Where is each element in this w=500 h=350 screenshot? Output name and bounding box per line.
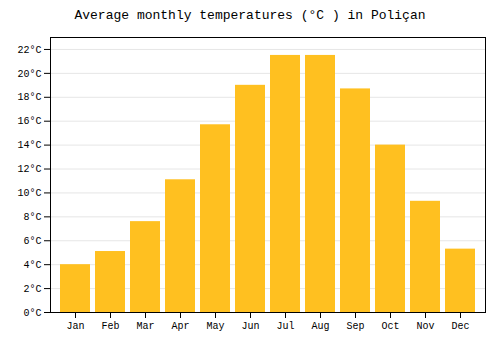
svg-text:May: May [206,321,224,332]
svg-text:20°C: 20°C [17,69,41,80]
svg-text:0°C: 0°C [23,308,41,319]
svg-text:Feb: Feb [101,321,119,332]
svg-text:Aug: Aug [311,321,329,332]
svg-text:12°C: 12°C [17,164,41,175]
svg-text:16°C: 16°C [17,116,41,127]
svg-text:22°C: 22°C [17,45,41,56]
svg-text:2°C: 2°C [23,284,41,295]
svg-text:4°C: 4°C [23,260,41,271]
svg-text:8°C: 8°C [23,212,41,223]
svg-text:Nov: Nov [416,321,434,332]
svg-text:Mar: Mar [136,321,154,332]
svg-text:Dec: Dec [451,321,469,332]
svg-text:Apr: Apr [171,321,189,332]
svg-text:Sep: Sep [346,321,364,332]
html-text:Average monthly temperatures (: Average monthly temperatures (°C ) in Po… [74,8,426,23]
svg-text:Oct: Oct [381,321,399,332]
svg-text:10°C: 10°C [17,188,41,199]
svg-text:Jul: Jul [276,321,294,332]
svg-text:Jun: Jun [241,321,259,332]
svg-text:Jan: Jan [66,321,84,332]
svg-text:6°C: 6°C [23,236,41,247]
svg-text:18°C: 18°C [17,92,41,103]
svg-text:14°C: 14°C [17,140,41,151]
